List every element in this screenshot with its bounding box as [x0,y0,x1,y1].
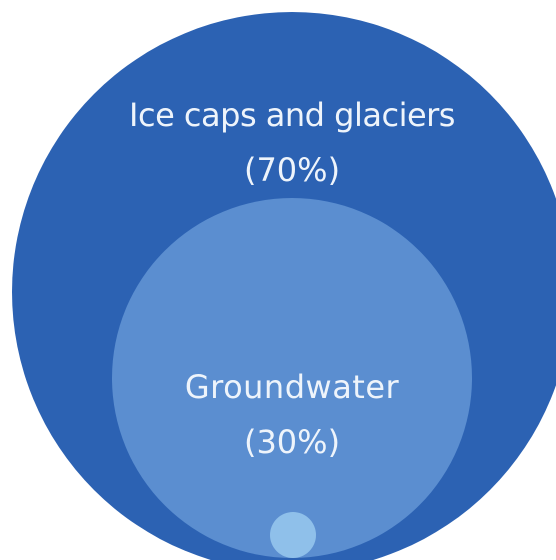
groundwater-label: Groundwater [184,368,400,406]
ice-caps-label: Ice caps and glaciers [129,96,455,134]
small-water-circle [270,512,316,558]
groundwater-circle [112,198,472,558]
ice-caps-percent: (70%) [243,151,341,189]
groundwater-percent: (30%) [243,423,341,461]
